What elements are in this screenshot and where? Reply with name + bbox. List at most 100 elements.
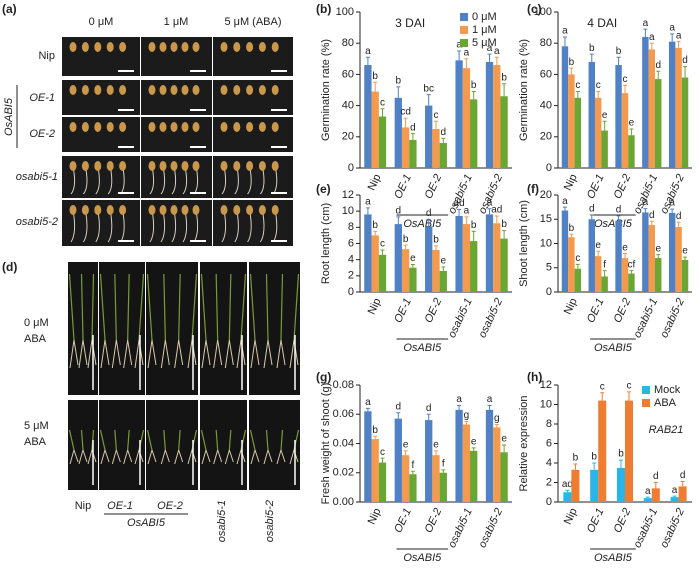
legend-label: 1 μM [472,24,497,36]
error-bar [380,108,385,117]
significance-letter: a [643,197,649,208]
error-bar [656,70,661,80]
row-label: osabi5-1 [16,171,58,183]
significance-letter: b [618,449,624,460]
bar [425,420,433,502]
legend-swatch [642,399,650,407]
significance-letter: a [487,394,493,405]
bar [651,488,660,502]
significance-letter: e [501,434,507,445]
significance-letter: b [372,220,378,231]
bar [485,61,494,168]
bar [598,400,607,502]
bar [625,400,634,502]
bar [678,486,687,502]
shoot [178,429,181,451]
shoot [114,429,117,451]
seed [220,205,228,215]
y-axis-label: Relative expression [518,396,530,492]
seed [148,161,156,171]
shoot [99,429,106,451]
bar [563,492,572,502]
x-tick-label: OE-2 [612,172,634,200]
x-tick-label: osabi5-1 [446,296,475,339]
bar [675,47,682,168]
significance-letter: a [464,205,470,216]
photo [249,262,300,395]
seed [94,161,102,171]
error-bar [373,435,378,440]
seed [159,42,167,52]
shoot [200,273,207,341]
significance-letter: c [575,80,580,91]
column-label: Nip [75,500,92,512]
bar [642,212,649,292]
significance-letter: b [591,452,597,463]
seed [170,42,178,52]
y-axis-label: Fresh weight of shoot (g) [320,383,332,505]
group-label: OsABI5 [594,552,633,564]
y-tick-label: 20 [540,189,552,201]
seed [159,85,167,95]
error-bar [600,392,605,401]
significance-letter: b [501,72,507,83]
error-bar [680,481,685,487]
error-bar [487,53,492,62]
error-bar [592,462,597,470]
root [69,449,79,465]
significance-letter: b [569,57,575,68]
error-bar [441,137,446,144]
seed [69,122,77,132]
bar [675,227,682,292]
error-bar [649,220,654,226]
column-label: 0 μM [89,16,114,28]
bar [668,212,676,292]
legend-swatch [460,26,468,34]
photo [146,262,198,395]
significance-letter: d [441,127,447,138]
significance-letter: a [494,46,500,57]
error-bar [596,91,601,98]
error-bar [494,423,499,428]
root [111,449,121,465]
y-tick-label: 40 [540,100,552,112]
error-bar [426,94,431,106]
seed [148,205,156,215]
seed [233,161,241,171]
seed [233,122,241,132]
error-bar [676,221,681,228]
shoot [178,273,181,341]
shoot [191,273,198,341]
photo [146,400,198,490]
error-bar [616,56,621,66]
seed [159,122,167,132]
error-bar [396,412,401,419]
legend-label: 0 μM [472,11,497,23]
bar [628,135,635,168]
significance-letter: b [433,235,439,246]
seed [246,42,254,52]
root [276,449,286,465]
seed [192,42,200,52]
bar [455,216,463,292]
significance-letter: a [365,197,371,208]
significance-letter: f [603,259,606,270]
seed [258,122,266,132]
seed [246,85,254,95]
x-tick-label: osabi5-2 [658,296,687,339]
root [147,449,157,465]
shoot [265,429,269,451]
bar [485,214,494,292]
bar [493,427,501,502]
y-tick-label: 100 [336,6,354,18]
error-bar [676,41,681,48]
group-label: OsABI5 [594,342,633,354]
annotation: RAB21 [649,424,684,436]
panel-letter: (c) [527,2,542,16]
significance-letter: e [410,253,416,264]
legend-label: 5 μM [472,37,497,49]
seed [119,122,127,132]
error-bar [403,117,408,128]
seed [170,161,178,171]
bar [394,224,402,292]
